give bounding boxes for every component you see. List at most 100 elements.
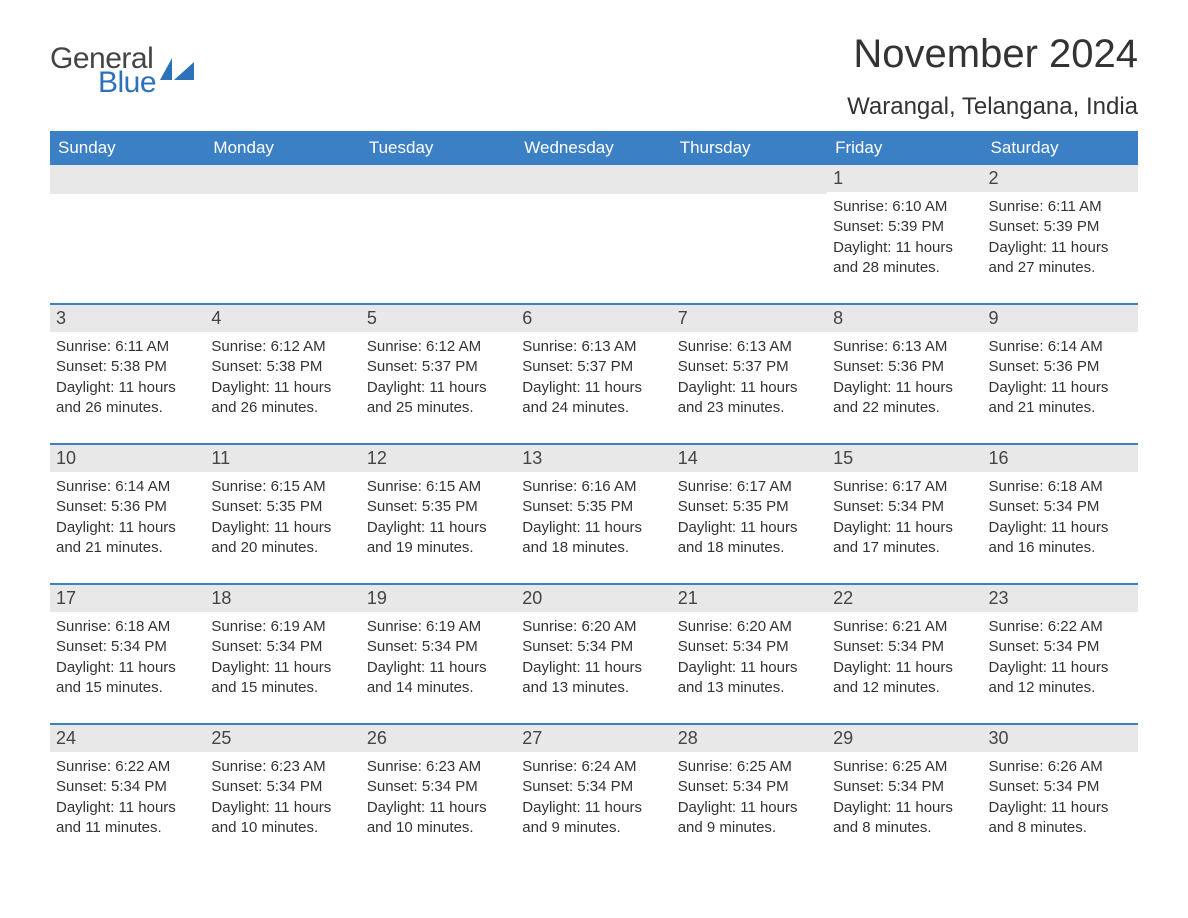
daylight: Daylight: 11 hours and 25 minutes. <box>367 378 510 419</box>
daylight: Daylight: 11 hours and 19 minutes. <box>367 518 510 559</box>
header: General Blue November 2024 Warangal, Tel… <box>50 32 1138 121</box>
daylight: Daylight: 11 hours and 26 minutes. <box>56 378 199 419</box>
sunrise: Sunrise: 6:10 AM <box>833 197 976 217</box>
day-number: 22 <box>827 585 982 612</box>
location: Warangal, Telangana, India <box>847 93 1138 121</box>
sunset: Sunset: 5:34 PM <box>522 637 665 657</box>
day-content: Sunrise: 6:26 AMSunset: 5:34 PMDaylight:… <box>983 752 1138 842</box>
day-content: Sunrise: 6:16 AMSunset: 5:35 PMDaylight:… <box>516 472 671 562</box>
day-number: 16 <box>983 445 1138 472</box>
logo-part2: Blue <box>98 68 156 98</box>
sunset: Sunset: 5:34 PM <box>989 637 1132 657</box>
day-number: 30 <box>983 725 1138 752</box>
sunset: Sunset: 5:34 PM <box>833 637 976 657</box>
flag-icon <box>160 58 194 80</box>
day-cell: 14Sunrise: 6:17 AMSunset: 5:35 PMDayligh… <box>672 445 827 583</box>
day-header: Tuesday <box>361 131 516 165</box>
daylight: Daylight: 11 hours and 17 minutes. <box>833 518 976 559</box>
day-number: 23 <box>983 585 1138 612</box>
day-cell <box>50 165 205 303</box>
sunrise: Sunrise: 6:12 AM <box>211 337 354 357</box>
day-cell: 3Sunrise: 6:11 AMSunset: 5:38 PMDaylight… <box>50 305 205 443</box>
sunrise: Sunrise: 6:14 AM <box>56 477 199 497</box>
day-content: Sunrise: 6:11 AMSunset: 5:39 PMDaylight:… <box>983 192 1138 282</box>
sunrise: Sunrise: 6:11 AM <box>989 197 1132 217</box>
sunrise: Sunrise: 6:20 AM <box>678 617 821 637</box>
sunrise: Sunrise: 6:11 AM <box>56 337 199 357</box>
sunrise: Sunrise: 6:12 AM <box>367 337 510 357</box>
daylight: Daylight: 11 hours and 18 minutes. <box>678 518 821 559</box>
empty-day <box>50 165 205 194</box>
day-header: Sunday <box>50 131 205 165</box>
daylight: Daylight: 11 hours and 15 minutes. <box>211 658 354 699</box>
day-content: Sunrise: 6:18 AMSunset: 5:34 PMDaylight:… <box>50 612 205 702</box>
daylight: Daylight: 11 hours and 13 minutes. <box>678 658 821 699</box>
day-cell: 26Sunrise: 6:23 AMSunset: 5:34 PMDayligh… <box>361 725 516 863</box>
sunrise: Sunrise: 6:21 AM <box>833 617 976 637</box>
day-number: 24 <box>50 725 205 752</box>
sunrise: Sunrise: 6:20 AM <box>522 617 665 637</box>
title-block: November 2024 Warangal, Telangana, India <box>847 32 1138 121</box>
day-cell: 19Sunrise: 6:19 AMSunset: 5:34 PMDayligh… <box>361 585 516 723</box>
day-content: Sunrise: 6:21 AMSunset: 5:34 PMDaylight:… <box>827 612 982 702</box>
day-content: Sunrise: 6:17 AMSunset: 5:35 PMDaylight:… <box>672 472 827 562</box>
sunrise: Sunrise: 6:23 AM <box>211 757 354 777</box>
day-content: Sunrise: 6:13 AMSunset: 5:37 PMDaylight:… <box>516 332 671 422</box>
sunset: Sunset: 5:34 PM <box>56 777 199 797</box>
sunrise: Sunrise: 6:25 AM <box>678 757 821 777</box>
sunset: Sunset: 5:37 PM <box>522 357 665 377</box>
day-content: Sunrise: 6:18 AMSunset: 5:34 PMDaylight:… <box>983 472 1138 562</box>
day-number: 29 <box>827 725 982 752</box>
day-number: 1 <box>827 165 982 192</box>
day-number: 21 <box>672 585 827 612</box>
day-header: Wednesday <box>516 131 671 165</box>
sunset: Sunset: 5:34 PM <box>989 497 1132 517</box>
sunrise: Sunrise: 6:16 AM <box>522 477 665 497</box>
day-cell: 29Sunrise: 6:25 AMSunset: 5:34 PMDayligh… <box>827 725 982 863</box>
empty-day <box>361 165 516 194</box>
day-number: 9 <box>983 305 1138 332</box>
daylight: Daylight: 11 hours and 14 minutes. <box>367 658 510 699</box>
sunset: Sunset: 5:34 PM <box>211 777 354 797</box>
sunrise: Sunrise: 6:15 AM <box>367 477 510 497</box>
sunrise: Sunrise: 6:26 AM <box>989 757 1132 777</box>
day-cell: 11Sunrise: 6:15 AMSunset: 5:35 PMDayligh… <box>205 445 360 583</box>
sunset: Sunset: 5:34 PM <box>367 637 510 657</box>
sunset: Sunset: 5:35 PM <box>678 497 821 517</box>
sunrise: Sunrise: 6:19 AM <box>367 617 510 637</box>
day-content: Sunrise: 6:11 AMSunset: 5:38 PMDaylight:… <box>50 332 205 422</box>
sunrise: Sunrise: 6:17 AM <box>833 477 976 497</box>
sunrise: Sunrise: 6:13 AM <box>522 337 665 357</box>
day-content: Sunrise: 6:22 AMSunset: 5:34 PMDaylight:… <box>983 612 1138 702</box>
sunrise: Sunrise: 6:24 AM <box>522 757 665 777</box>
sunrise: Sunrise: 6:18 AM <box>56 617 199 637</box>
day-cell: 23Sunrise: 6:22 AMSunset: 5:34 PMDayligh… <box>983 585 1138 723</box>
day-number: 3 <box>50 305 205 332</box>
sunset: Sunset: 5:35 PM <box>367 497 510 517</box>
sunset: Sunset: 5:34 PM <box>367 777 510 797</box>
day-number: 18 <box>205 585 360 612</box>
day-cell: 12 Sunrise: 6:15 AMSunset: 5:35 PMDayligh… <box>361 445 516 583</box>
daylight: Daylight: 11 hours and 11 minutes. <box>56 798 199 839</box>
day-number: 12 <box>361 445 516 472</box>
day-cell: 25Sunrise: 6:23 AMSunset: 5:34 PMDayligh… <box>205 725 360 863</box>
day-content: Sunrise: 6:14 AMSunset: 5:36 PMDaylight:… <box>50 472 205 562</box>
day-number: 26 <box>361 725 516 752</box>
day-number: 13 <box>516 445 671 472</box>
daylight: Daylight: 11 hours and 12 minutes. <box>833 658 976 699</box>
daylight: Daylight: 11 hours and 24 minutes. <box>522 378 665 419</box>
day-content: Sunrise: 6:24 AMSunset: 5:34 PMDaylight:… <box>516 752 671 842</box>
day-number: 14 <box>672 445 827 472</box>
empty-day <box>672 165 827 194</box>
daylight: Daylight: 11 hours and 21 minutes. <box>56 518 199 559</box>
daylight: Daylight: 11 hours and 9 minutes. <box>678 798 821 839</box>
daylight: Daylight: 11 hours and 10 minutes. <box>211 798 354 839</box>
week-row: 17Sunrise: 6:18 AMSunset: 5:34 PMDayligh… <box>50 583 1138 723</box>
day-content: Sunrise: 6:13 AMSunset: 5:37 PMDaylight:… <box>672 332 827 422</box>
day-header: Friday <box>827 131 982 165</box>
day-number: 28 <box>672 725 827 752</box>
day-number: 5 <box>361 305 516 332</box>
day-cell: 24Sunrise: 6:22 AMSunset: 5:34 PMDayligh… <box>50 725 205 863</box>
day-cell: 27Sunrise: 6:24 AMSunset: 5:34 PMDayligh… <box>516 725 671 863</box>
day-cell: 1Sunrise: 6:10 AMSunset: 5:39 PMDaylight… <box>827 165 982 303</box>
